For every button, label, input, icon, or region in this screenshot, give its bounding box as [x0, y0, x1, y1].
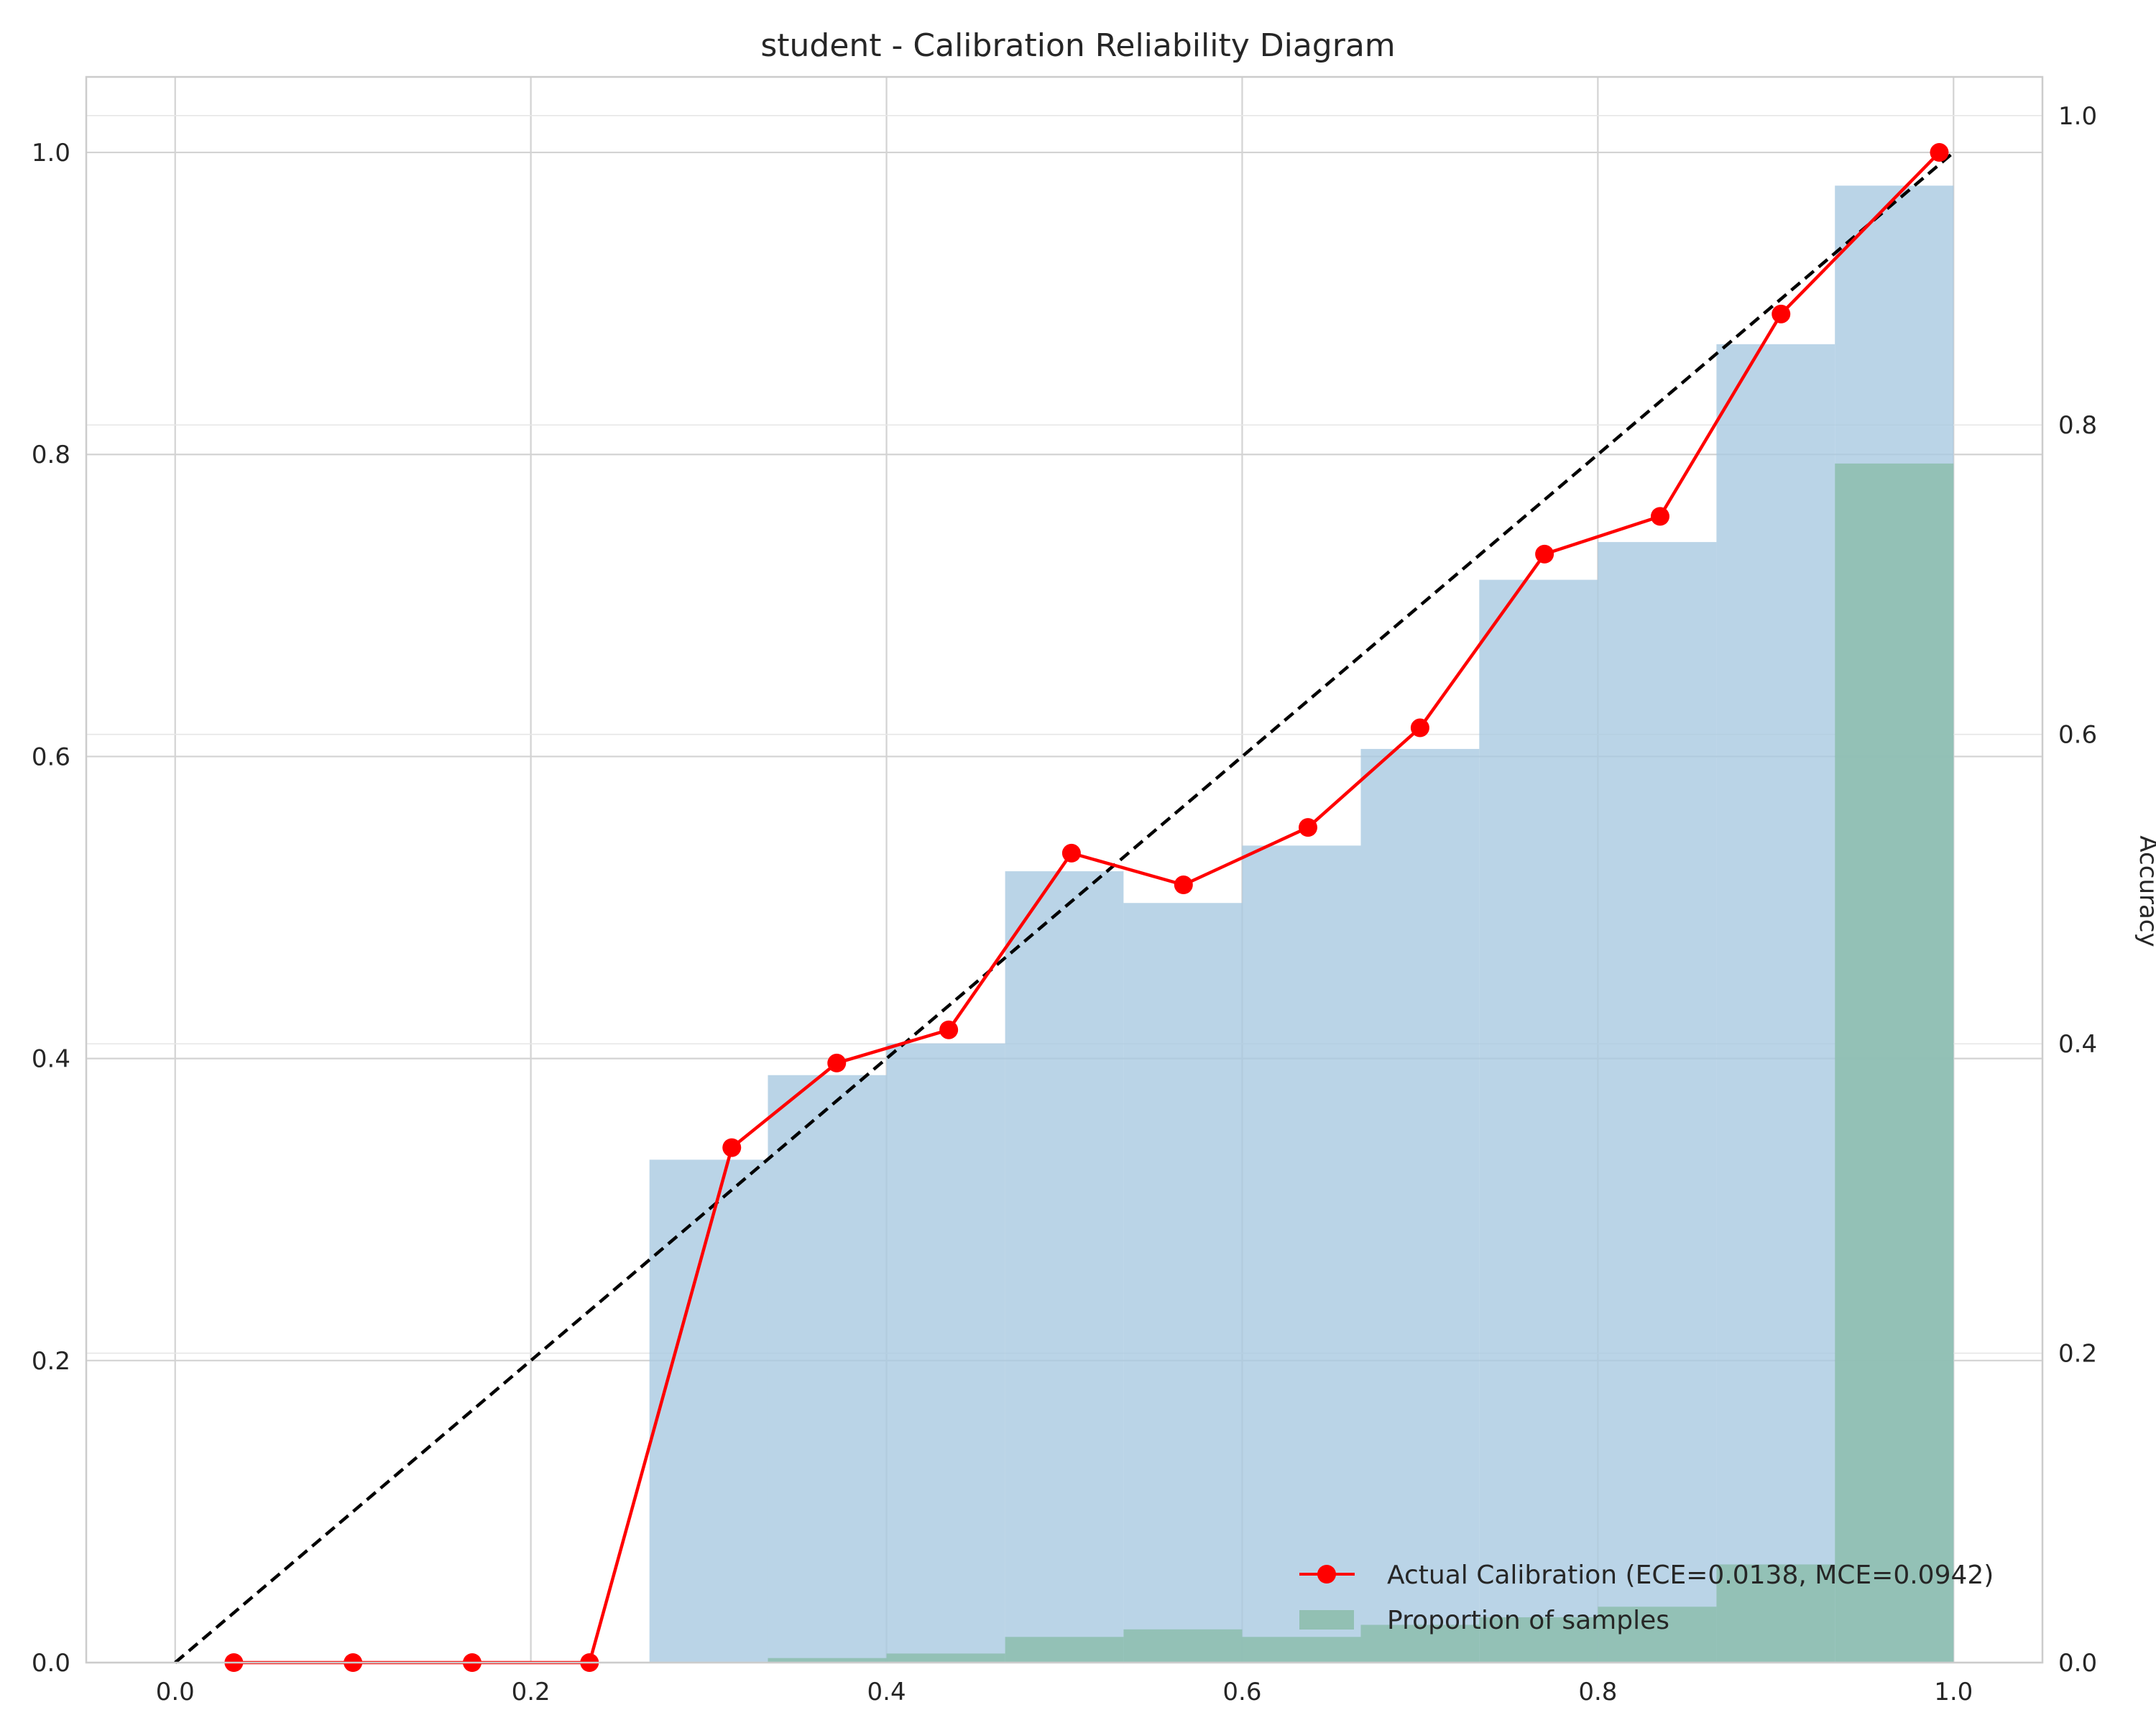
y2-tick-label: 0.2 — [2058, 1340, 2097, 1369]
bars-layer — [649, 185, 1954, 1663]
calibration-point — [827, 1053, 847, 1072]
legend-bar-swatch — [1299, 1610, 1354, 1630]
y2-tick-label: 0.0 — [2058, 1649, 2097, 1678]
y-tick-label: 0.2 — [32, 1347, 70, 1376]
y2-tick-label: 0.4 — [2058, 1030, 2097, 1059]
proportion-bar — [1360, 1624, 1480, 1663]
accuracy-bar — [1242, 845, 1361, 1663]
y-tick-label: 0.6 — [32, 743, 70, 771]
calibration-point — [1410, 718, 1429, 737]
proportion-bar — [1598, 1607, 1717, 1663]
accuracy-bar — [1716, 344, 1835, 1663]
proportion-bar — [1479, 1617, 1598, 1663]
calibration-point — [1535, 544, 1554, 564]
x-tick-label: 0.0 — [156, 1678, 195, 1706]
proportion-bar — [1716, 1564, 1835, 1663]
calibration-point — [1174, 876, 1193, 895]
x-tick-label: 1.0 — [1934, 1678, 1973, 1706]
calibration-point — [939, 1020, 959, 1039]
y2-tick-label: 1.0 — [2058, 102, 2097, 131]
y-tick-label: 0.4 — [32, 1045, 70, 1074]
accuracy-bar — [886, 1043, 1005, 1663]
chart-title: student - Calibration Reliability Diagra… — [760, 27, 1395, 64]
calibration-point — [722, 1138, 742, 1157]
accuracy-bar — [1005, 871, 1124, 1663]
x-tick-label: 0.2 — [512, 1678, 550, 1706]
legend-label-proportion: Proportion of samples — [1387, 1606, 1669, 1635]
calibration-point — [1772, 304, 1791, 323]
right-axis-label: Accuracy — [2134, 835, 2156, 947]
proportion-bar — [768, 1658, 887, 1663]
accuracy-bar — [1479, 579, 1598, 1663]
x-tick-label: 0.8 — [1578, 1678, 1617, 1706]
y-tick-label: 0.0 — [32, 1649, 70, 1678]
calibration-point — [1061, 843, 1081, 863]
proportion-bar — [1242, 1637, 1361, 1663]
proportion-bar — [1835, 463, 1954, 1663]
x-tick-label: 0.4 — [867, 1678, 906, 1706]
calibration-point — [1299, 818, 1318, 837]
legend-marker-swatch — [1317, 1565, 1336, 1584]
legend: Actual Calibration (ECE=0.0138, MCE=0.09… — [1299, 1561, 1994, 1635]
accuracy-bar — [1123, 903, 1243, 1663]
accuracy-bar — [768, 1075, 887, 1663]
proportion-bar — [886, 1653, 1005, 1663]
proportion-bar — [1123, 1629, 1243, 1663]
y2-tick-label: 0.6 — [2058, 721, 2097, 750]
y-tick-label: 1.0 — [32, 139, 70, 167]
accuracy-bar — [1360, 748, 1480, 1663]
axes-layer: 0.0 0.2 0.4 0.6 0.8 1.0 0.0 0.2 0.4 0.6 0.8 1.0 0.0 0… — [32, 75, 2097, 1706]
calibration-point — [1930, 143, 1949, 162]
calibration-point — [1650, 507, 1669, 526]
proportion-bar — [1005, 1637, 1124, 1663]
plot-frame — [85, 75, 2044, 1664]
y-tick-label: 0.8 — [32, 441, 70, 469]
x-tick-label: 0.6 — [1222, 1678, 1261, 1706]
accuracy-bar — [1598, 542, 1717, 1663]
legend-label-calibration: Actual Calibration (ECE=0.0138, MCE=0.09… — [1387, 1561, 1994, 1590]
y2-tick-label: 0.8 — [2058, 411, 2097, 440]
diagonal-layer — [174, 151, 1955, 1664]
perfect-calibration-line — [174, 151, 1955, 1664]
